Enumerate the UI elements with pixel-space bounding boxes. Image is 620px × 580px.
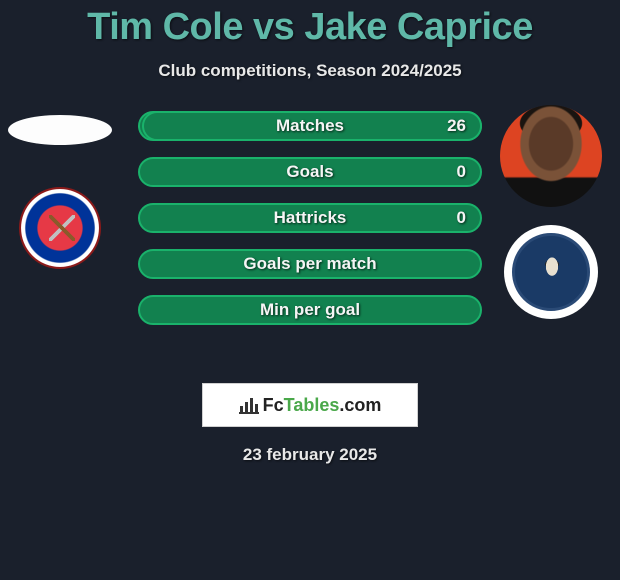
stat-bar: Goals 0 [138,157,482,187]
left-column [8,105,112,269]
stat-bar: Matches 26 [138,111,482,141]
stat-bars: Matches 26 Goals 0 Hattricks 0 Goals per match… [138,111,482,325]
brand-text: FcTables.com [263,395,382,416]
stat-value-right: 0 [457,162,466,182]
right-column [500,105,602,319]
brand-name-tables: Tables [284,395,340,415]
player-photo-left [8,115,112,145]
player-photo-right [500,105,602,207]
club-badge-right [504,225,598,319]
brand-name-dotcom: .com [339,395,381,415]
stat-label: Min per goal [260,300,360,320]
page-title: Tim Cole vs Jake Caprice [0,0,620,49]
stat-label: Matches [276,116,344,136]
bar-chart-icon [239,396,259,414]
brand-badge: FcTables.com [202,383,418,427]
date-label: 23 february 2025 [0,445,620,465]
comparison-panel: Matches 26 Goals 0 Hattricks 0 Goals per match… [0,111,620,371]
stat-label: Goals [286,162,333,182]
stat-bar: Goals per match [138,249,482,279]
club-badge-left [19,187,101,269]
stat-bar: Hattricks 0 [138,203,482,233]
stat-label: Goals per match [243,254,376,274]
subtitle: Club competitions, Season 2024/2025 [0,61,620,81]
stat-label: Hattricks [274,208,347,228]
brand-name-fc: Fc [263,395,284,415]
stat-value-right: 26 [447,116,466,136]
stat-value-right: 0 [457,208,466,228]
stat-bar: Min per goal [138,295,482,325]
